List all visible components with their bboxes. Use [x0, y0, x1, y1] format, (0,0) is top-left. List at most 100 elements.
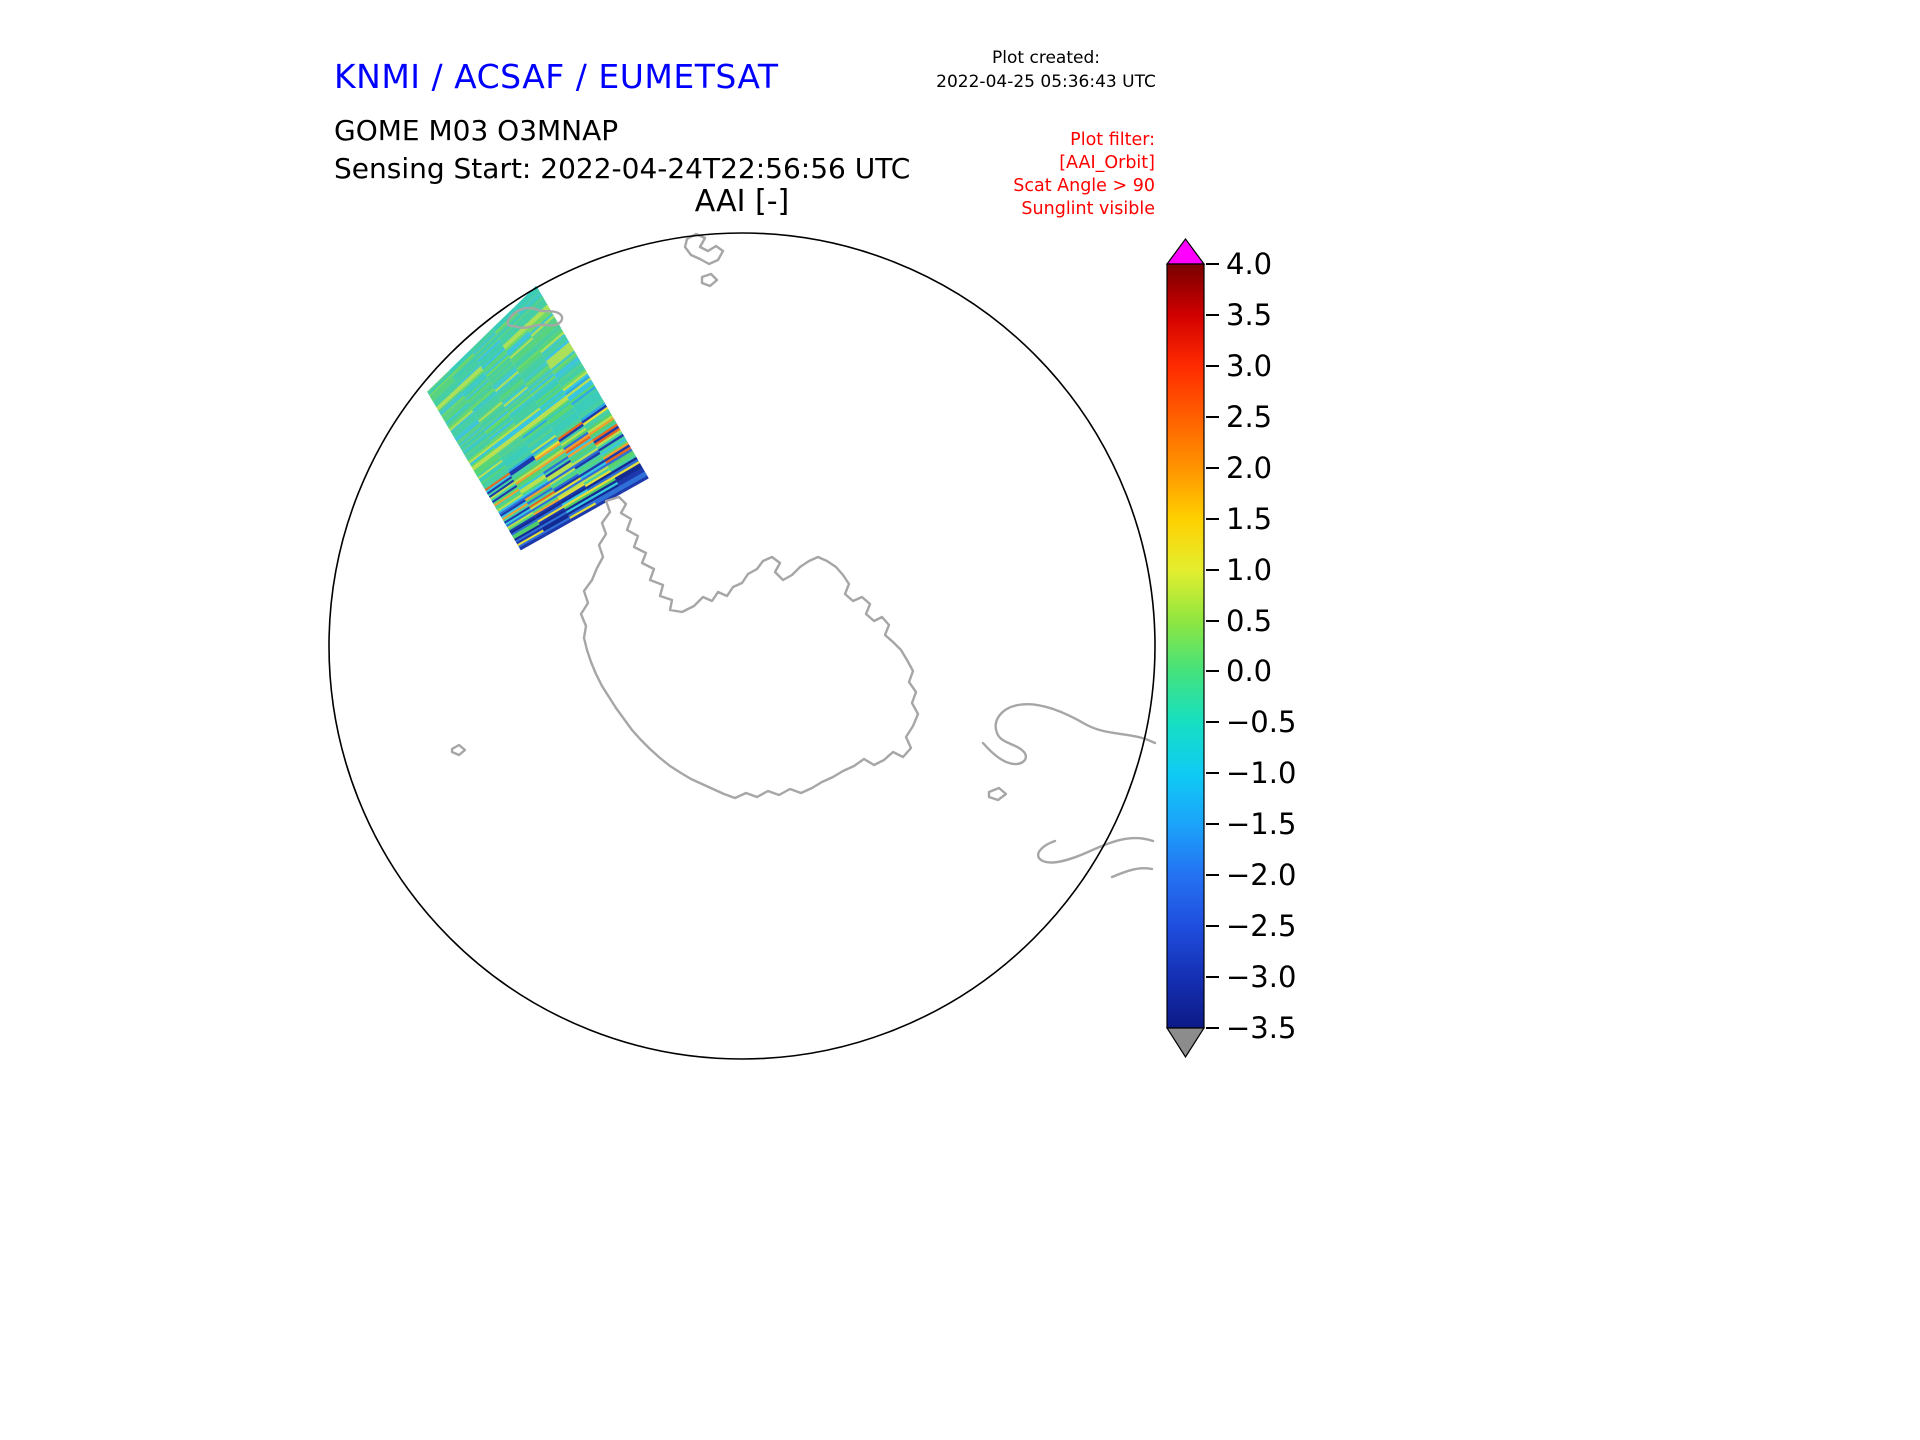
swath-segment — [575, 394, 602, 415]
swath-segment — [526, 487, 554, 506]
colorbar-tick-label: 0.5 — [1226, 603, 1273, 638]
swath-segment — [557, 363, 584, 384]
swath-segment — [557, 481, 585, 500]
swath-segment — [565, 435, 592, 455]
swath-segment — [527, 489, 555, 508]
swath-segment — [561, 488, 589, 507]
plot-created-value: 2022-04-25 05:36:43 UTC — [936, 72, 1156, 92]
swath-segment — [527, 428, 554, 449]
swath-segment — [456, 422, 482, 444]
swath-segment — [514, 464, 541, 484]
swath-segment — [495, 431, 521, 452]
swath-segment — [535, 442, 562, 462]
swath-segment — [478, 461, 505, 482]
colorbar-tickmark — [1206, 517, 1219, 520]
swath-segment — [547, 463, 574, 483]
swath-segment — [530, 434, 557, 455]
swath-segment — [544, 340, 570, 362]
coastline-right-edge — [1110, 867, 1154, 879]
swath-segment — [446, 404, 471, 427]
swath-segment — [616, 467, 644, 485]
swath-segment — [474, 454, 501, 475]
swath-segment — [519, 415, 546, 436]
swath-segment — [510, 457, 536, 477]
colorbar-tickmark — [1206, 263, 1219, 265]
aai-swath — [426, 285, 649, 551]
swath-segment — [606, 448, 633, 467]
swath-segment — [587, 415, 614, 435]
swath-segment — [480, 345, 505, 369]
swath-segment — [549, 348, 575, 370]
swath-segment — [506, 509, 533, 529]
swath-segment — [477, 460, 504, 480]
swath-segment — [528, 430, 555, 451]
plot-filter-line: Scat Angle > 90 — [1013, 176, 1155, 196]
swath-segment — [517, 529, 545, 547]
swath-segment — [426, 370, 451, 395]
swath-segment — [519, 474, 546, 493]
swath-segment — [451, 413, 477, 436]
colorbar-tickmark — [1206, 772, 1219, 775]
swath-segment — [485, 355, 511, 378]
swath-segment — [560, 367, 586, 388]
swath-segment — [496, 493, 524, 513]
swath-segment — [555, 477, 582, 496]
swath-segment — [535, 323, 561, 346]
swath-segment — [552, 473, 580, 492]
swath-segment — [531, 317, 557, 340]
swath-segment — [566, 377, 592, 399]
swath-segment — [583, 408, 610, 429]
swath-segment — [527, 369, 553, 391]
swath-segment — [536, 444, 563, 464]
swath-segment — [502, 504, 530, 523]
swath-segment — [472, 392, 498, 415]
swath-segment — [539, 450, 566, 470]
swath-segment — [514, 285, 539, 310]
swath-segment — [428, 374, 453, 398]
swath-segment — [513, 345, 539, 368]
swath-segment — [564, 375, 591, 397]
swath-segment — [499, 319, 524, 343]
swath-segment — [574, 392, 601, 413]
colorbar-tickmark — [1206, 823, 1219, 826]
swath-segment — [512, 343, 538, 366]
swath-segment — [511, 341, 537, 364]
swath-segment — [482, 468, 509, 489]
swath-segment — [470, 447, 497, 468]
swath-segment — [537, 387, 564, 409]
swath-segment — [523, 302, 548, 326]
swath-segment — [563, 492, 591, 511]
swath-segment — [498, 317, 523, 341]
swath-segment — [521, 298, 546, 322]
swath-segment — [549, 407, 576, 428]
swath-segment — [537, 505, 565, 524]
swath-segment — [530, 492, 557, 511]
swath-segment — [455, 360, 480, 384]
swath-segment — [612, 458, 639, 477]
swath-segment — [520, 476, 547, 495]
swath-segment — [545, 459, 572, 479]
swath-segment — [539, 509, 567, 528]
swath-segment — [505, 449, 532, 470]
swath-segment — [463, 375, 488, 398]
swath-segment — [489, 481, 516, 501]
swath-segment — [445, 402, 470, 426]
swath-segment — [478, 341, 503, 365]
swath-segment — [505, 331, 531, 354]
swath-segment — [512, 461, 539, 481]
swath-segment — [504, 508, 532, 527]
colorbar-tick-label: −1.5 — [1226, 807, 1297, 842]
swath-segment — [496, 315, 521, 339]
swath-segment — [526, 427, 553, 447]
coastline-island-small-top — [700, 272, 719, 288]
swath-segment — [513, 463, 540, 483]
colorbar-under-arrow — [1166, 1027, 1206, 1059]
swath-segment — [488, 479, 515, 499]
swath-segment — [459, 427, 485, 450]
swath-segment — [468, 443, 494, 465]
swath-segment — [556, 419, 583, 440]
swath-segment — [538, 448, 565, 468]
swath-segment — [533, 498, 561, 517]
swath-segment — [470, 388, 496, 411]
swath-segment — [464, 436, 490, 458]
